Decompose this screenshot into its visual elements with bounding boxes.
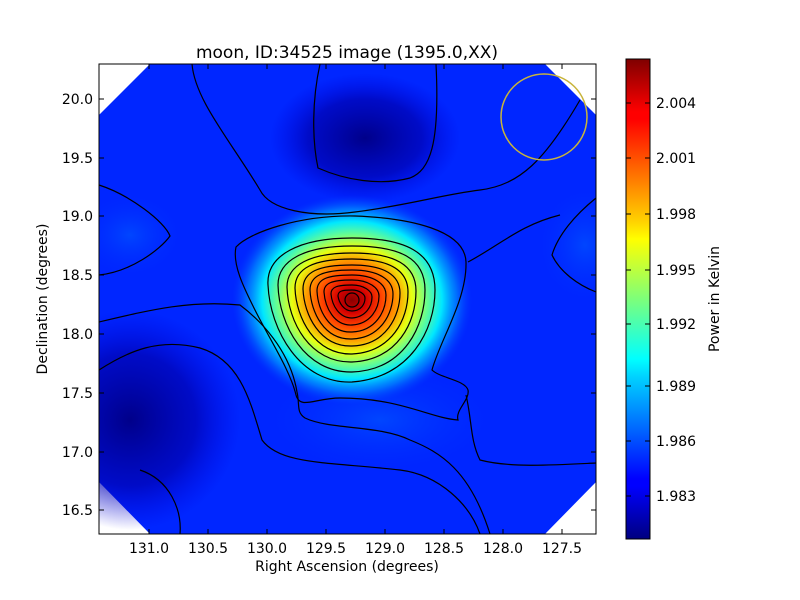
colorbar-tick-label: 1.989 [656, 379, 696, 395]
dark-region-bottom-left [99, 310, 240, 530]
plot-area [98, 63, 597, 535]
y-tick-label: 18.0 [62, 327, 93, 343]
chart-title: moon, ID:34525 image (1395.0,XX) [196, 43, 498, 63]
colorbar-tick-label: 1.992 [656, 317, 696, 333]
colorbar: 1.983 1.986 1.989 1.992 1.995 1.998 2.00… [625, 58, 723, 540]
contour-right-center [551, 197, 597, 293]
y-tick-label: 20.0 [62, 92, 93, 108]
colorbar-tick-label: 1.986 [656, 434, 696, 450]
y-axis-tick-labels: 16.5 17.0 17.5 18.0 18.5 19.0 19.5 20.0 [62, 92, 93, 519]
dark-region-top [270, 73, 460, 203]
x-axis-label: Right Ascension (degrees) [255, 559, 439, 575]
y-tick-label: 19.5 [62, 151, 93, 167]
contour-top-dark [313, 63, 438, 183]
x-tick-label: 130.0 [247, 541, 287, 557]
y-tick-label: 17.0 [62, 445, 93, 461]
contour-peak-rings [267, 237, 436, 383]
contour-lines [98, 63, 597, 535]
y-tick-label: 19.0 [62, 209, 93, 225]
light-region-left [99, 195, 180, 275]
x-tick-label: 128.0 [483, 541, 523, 557]
contour-right-bottom [465, 394, 597, 466]
contour-upper-right [467, 214, 561, 263]
x-tick-label: 129.5 [306, 541, 346, 557]
contour-bottom-left [98, 303, 491, 535]
x-tick-label: 130.5 [188, 541, 228, 557]
beam-circle [500, 73, 588, 161]
y-axis-ticks [99, 98, 596, 511]
colorbar-gradient [625, 58, 651, 540]
x-tick-label: 129.0 [365, 541, 405, 557]
contour-bottom-left-2 [98, 343, 481, 535]
colorbar-ticks [626, 102, 650, 497]
colorbar-label: Power in Kelvin [707, 246, 723, 352]
contour-bottom-left-3 [139, 469, 181, 535]
y-axis-label: Declination (degrees) [35, 224, 51, 375]
y-tick-label: 17.5 [62, 386, 93, 402]
contour-left-dark [191, 63, 581, 215]
colorbar-tick-labels: 1.983 1.986 1.989 1.992 1.995 1.998 2.00… [656, 96, 696, 505]
peak-source [232, 195, 472, 405]
axes-frame [98, 63, 597, 535]
x-tick-label: 131.0 [129, 541, 169, 557]
contour-left-light [98, 184, 171, 276]
colorbar-tick-label: 2.004 [656, 96, 696, 112]
light-region-right [540, 190, 596, 300]
x-axis-ticks [148, 64, 563, 534]
colorbar-tick-label: 1.995 [656, 263, 696, 279]
colorbar-tick-label: 2.001 [656, 151, 696, 167]
colorbar-tick-label: 1.998 [656, 207, 696, 223]
y-tick-label: 18.5 [62, 268, 93, 284]
colorbar-tick-label: 1.983 [656, 489, 696, 505]
x-tick-label: 127.5 [542, 541, 582, 557]
y-tick-label: 16.5 [62, 503, 93, 519]
x-tick-label: 128.5 [424, 541, 464, 557]
x-axis-tick-labels: 131.0 130.5 130.0 129.5 129.0 128.5 128.… [129, 541, 582, 557]
